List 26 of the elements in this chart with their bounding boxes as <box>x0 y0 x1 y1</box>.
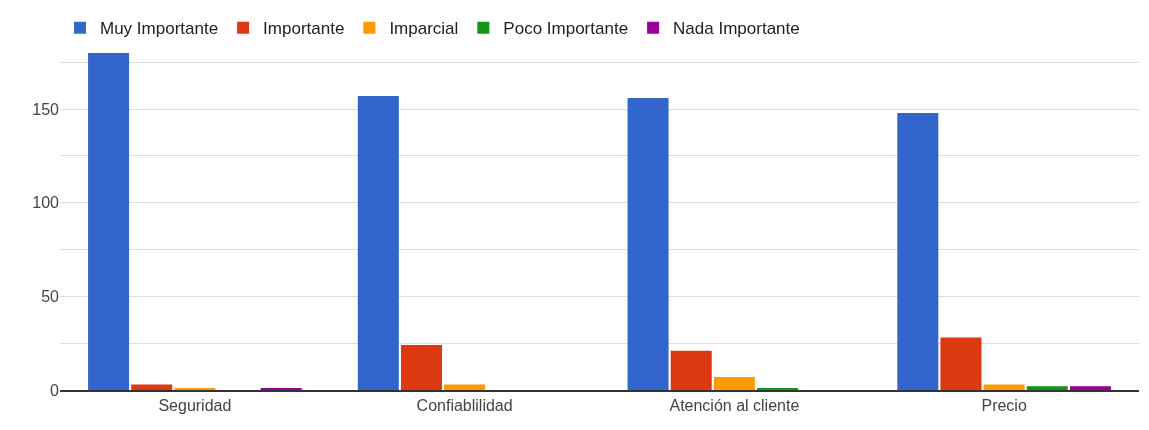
legend-label: Imparcial <box>389 19 459 39</box>
x-tick-label: Atención al cliente <box>669 397 800 415</box>
y-tick-label: 150 <box>32 100 60 118</box>
bar <box>713 376 755 390</box>
bar <box>1069 386 1111 390</box>
legend-label: Muy Importante <box>100 19 219 39</box>
bar <box>940 337 982 390</box>
bar <box>627 97 669 390</box>
bar <box>444 384 486 390</box>
y-tick-label: 0 <box>50 381 60 399</box>
y-tick-label: 100 <box>32 194 60 212</box>
bar <box>983 384 1025 390</box>
bar <box>357 96 399 390</box>
bar <box>400 345 442 390</box>
x-tick-label: Seguridad <box>158 397 232 415</box>
bar <box>670 350 712 390</box>
bar <box>1026 386 1068 390</box>
legend-label: Poco Importante <box>503 19 629 39</box>
x-tick-label: Precio <box>981 397 1027 415</box>
x-tick-label: Confiablilidad <box>416 397 513 415</box>
bar <box>897 112 939 390</box>
legend-label: Importante <box>263 19 345 39</box>
y-tick-label: 50 <box>41 287 60 305</box>
bar <box>131 384 173 390</box>
bar <box>88 53 130 390</box>
legend-label: Nada Importante <box>673 19 800 39</box>
